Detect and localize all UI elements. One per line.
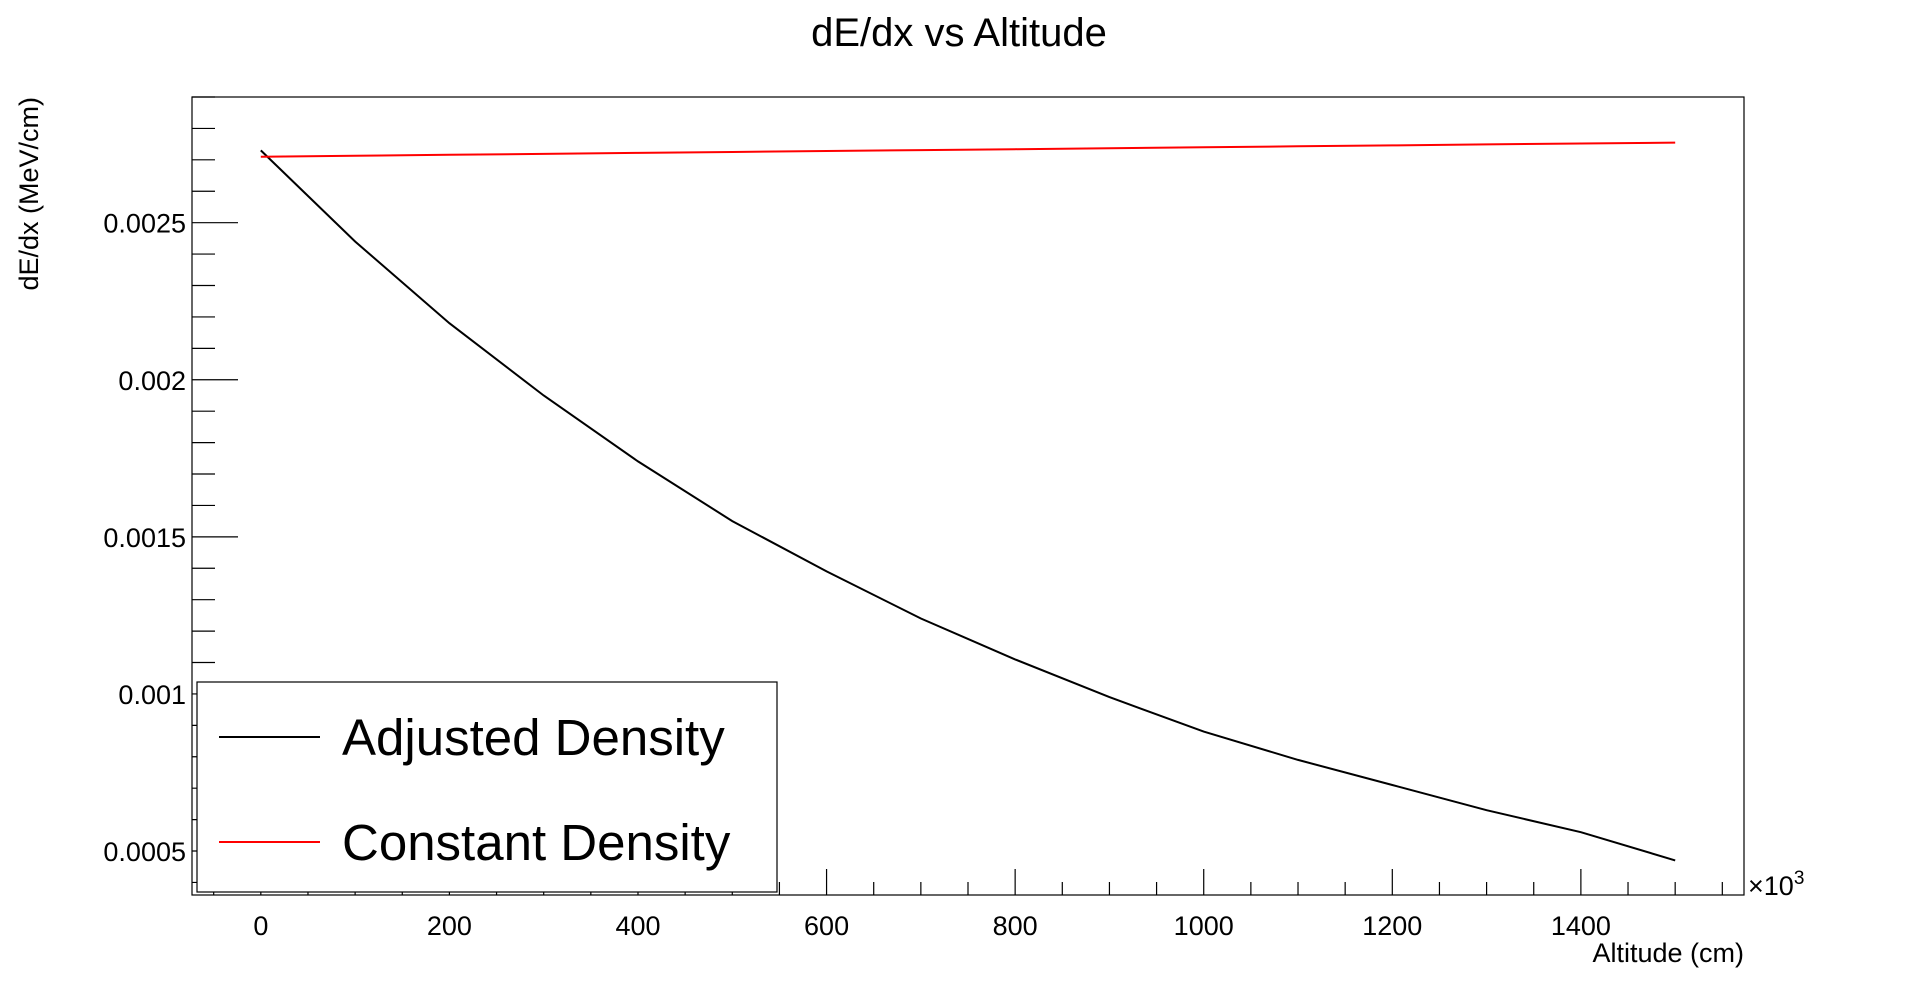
x-tick-label: 600 xyxy=(804,911,849,941)
legend-label-constant-density: Constant Density xyxy=(342,814,731,871)
x-axis: 0 200 400 600 800 1000 1200 1400 xyxy=(213,869,1723,941)
y-tick-label: 0.0025 xyxy=(103,209,186,239)
x-tick-label: 400 xyxy=(615,911,660,941)
y-tick-label: 0.001 xyxy=(118,680,186,710)
legend: Adjusted Density Constant Density xyxy=(196,681,778,893)
x-multiplier-exponent: 3 xyxy=(1794,868,1805,889)
series-line-constant-density xyxy=(260,141,1676,158)
x-tick-label: 1400 xyxy=(1551,911,1611,941)
x-tick-label: 1200 xyxy=(1362,911,1422,941)
series-line-adjusted-density xyxy=(260,149,1676,862)
x-tick-label: 200 xyxy=(427,911,472,941)
x-tick-label: 0 xyxy=(253,911,268,941)
y-tick-label: 0.0015 xyxy=(103,523,186,553)
y-axis-label: dE/dx (MeV/cm) xyxy=(14,97,44,291)
x-axis-multiplier: ×103 xyxy=(1748,868,1804,901)
y-tick-label: 0.0005 xyxy=(103,837,186,867)
legend-box xyxy=(196,681,778,893)
chart-title: dE/dx vs Altitude xyxy=(811,11,1107,55)
legend-label-adjusted-density: Adjusted Density xyxy=(342,709,725,766)
x-multiplier-base: ×10 xyxy=(1748,871,1794,901)
x-tick-label: 1000 xyxy=(1174,911,1234,941)
series-layer xyxy=(260,141,1676,862)
x-tick-label: 800 xyxy=(993,911,1038,941)
y-tick-label: 0.002 xyxy=(118,366,186,396)
y-axis: 0.0005 0.001 0.0015 0.002 0.0025 xyxy=(103,96,238,884)
x-axis-label: Altitude (cm) xyxy=(1592,938,1744,968)
